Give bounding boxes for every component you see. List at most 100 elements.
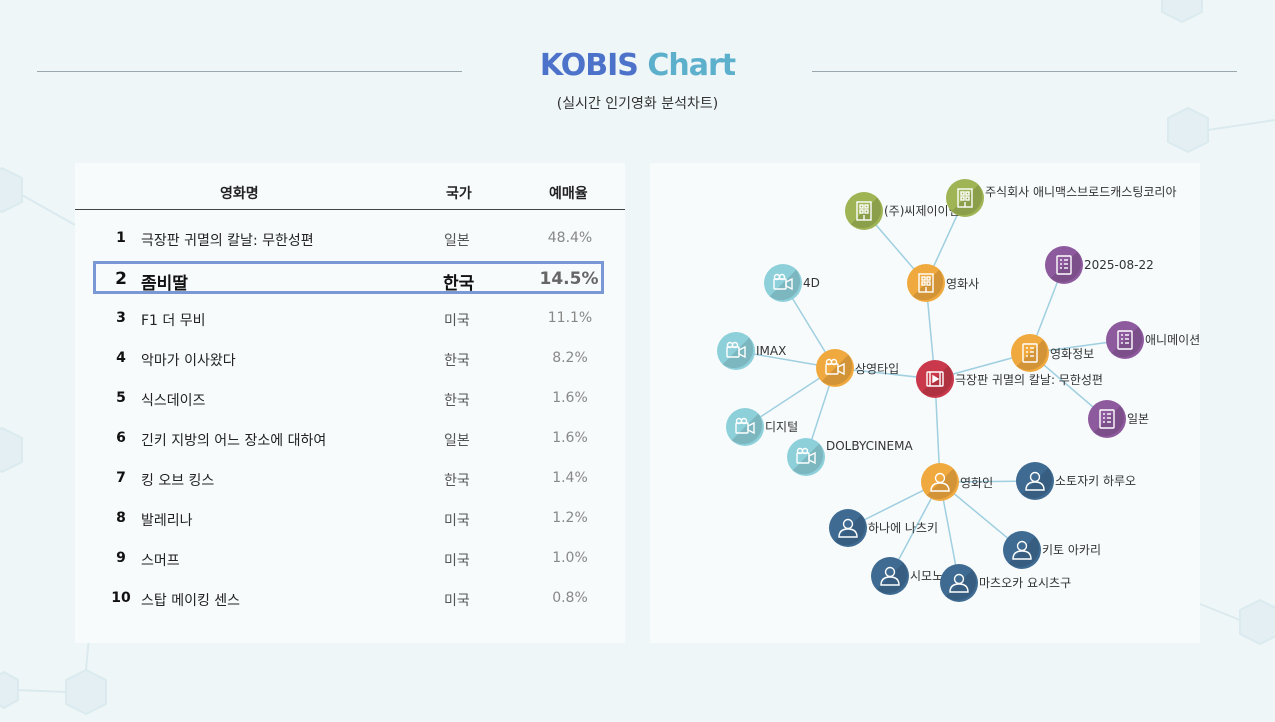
graph-node-circle[interactable] [1011, 334, 1049, 372]
table-row[interactable]: 8 발레리나 미국 1.2% [75, 501, 625, 537]
movie-title-cell: F1 더 무비 [141, 313, 206, 329]
rate-cell: 1.4% [552, 470, 588, 486]
country-cell: 미국 [444, 553, 470, 569]
column-header-title: 영화명 [220, 186, 259, 202]
graph-node-p3[interactable]: 키토 아카리 [1003, 531, 1101, 569]
rate-cell: 8.2% [552, 350, 588, 366]
table-row[interactable]: 10 스탑 메이킹 센스 미국 0.8% [75, 581, 625, 617]
graph-node-label: IMAX [756, 344, 786, 358]
graph-node-s2[interactable]: IMAX [717, 332, 786, 370]
movie-title-cell: 극장판 귀멸의 칼날: 무한성편 [141, 233, 314, 249]
camera-icon [726, 341, 746, 359]
graph-node-center[interactable]: 극장판 귀멸의 칼날: 무한성편 [916, 360, 1103, 398]
table-row[interactable]: 1 극장판 귀멸의 칼날: 무한성편 일본 48.4% [75, 221, 625, 257]
graph-node-circle[interactable] [946, 179, 984, 217]
rank-cell: 10 [111, 590, 131, 606]
graph-node-circle[interactable] [764, 264, 802, 302]
rate-cell: 14.5% [539, 269, 599, 289]
building-icon [957, 188, 973, 208]
graph-node-circle[interactable] [787, 438, 825, 476]
person-icon [880, 566, 900, 586]
graph-node-circle[interactable] [1106, 321, 1144, 359]
graph-node-p1[interactable]: 소토자키 하루오 [1016, 462, 1136, 500]
document-icon [1117, 330, 1133, 350]
graph-node-shadow [792, 443, 824, 475]
graph-node-c2[interactable]: 주식회사 애니맥스브로드캐스팅코리아 [946, 179, 1177, 217]
rank-cell: 9 [116, 550, 126, 566]
title-part-kobis: KOBIS [539, 48, 639, 83]
rate-cell: 1.6% [552, 390, 588, 406]
graph-node-label: 소토자키 하루오 [1055, 474, 1136, 488]
graph-node-shadow [731, 413, 763, 445]
movie-title-cell: 악마가 이사왔다 [141, 353, 236, 369]
movie-title-cell: 긴키 지방의 어느 장소에 대하여 [141, 433, 327, 449]
table-row[interactable]: 7 킹 오브 킹스 한국 1.4% [75, 461, 625, 497]
page-title: KOBIS Chart [0, 48, 1275, 83]
graph-node-label: 디지털 [765, 420, 798, 434]
country-cell: 미국 [444, 593, 470, 609]
graph-node-info[interactable]: 영화정보 [1011, 334, 1094, 372]
rate-cell: 1.6% [552, 430, 588, 446]
graph-node-s1[interactable]: 4D [764, 264, 820, 302]
table-row[interactable]: 6 긴키 지방의 어느 장소에 대하여 일본 1.6% [75, 421, 625, 457]
building-icon [856, 201, 872, 221]
movie-title-cell: 발레리나 [141, 513, 193, 529]
rank-cell: 6 [116, 430, 126, 446]
graph-node-circle[interactable] [1088, 400, 1126, 438]
person-icon [838, 518, 858, 538]
graph-node-i3[interactable]: 일본 [1088, 400, 1149, 438]
document-icon [1099, 409, 1115, 429]
graph-node-people[interactable]: 영화인 [921, 463, 993, 501]
graph-node-circle[interactable] [907, 264, 945, 302]
graph-node-label: 키토 아카리 [1042, 543, 1101, 557]
graph-node-label: 영화사 [946, 277, 979, 291]
rate-cell: 1.2% [552, 510, 588, 526]
graph-node-p5[interactable]: 마츠오카 요시츠구 [940, 564, 1071, 602]
graph-node-label: 애니메이션 [1145, 333, 1200, 347]
graph-node-label: 마츠오카 요시츠구 [979, 576, 1071, 590]
table-row-highlighted[interactable]: 2 좀비딸 한국 14.5% [93, 261, 604, 294]
graph-node-label: DOLBYCINEMA [826, 439, 913, 453]
building-icon [918, 273, 934, 293]
graph-node-p2[interactable]: 하나에 나츠키 [829, 509, 938, 547]
country-cell: 한국 [444, 473, 470, 489]
table-row[interactable]: 3 F1 더 무비 미국 11.1% [75, 301, 625, 337]
camera-icon [796, 447, 816, 465]
graph-node-s3[interactable]: 디지털 [726, 408, 798, 446]
rank-cell: 2 [115, 269, 127, 289]
graph-node-label: 극장판 귀멸의 칼날: 무한성편 [955, 373, 1103, 387]
movie-title-cell: 킹 오브 킹스 [141, 473, 215, 489]
movie-title-cell: 식스데이즈 [141, 393, 206, 409]
graph-node-company[interactable]: 영화사 [907, 264, 979, 302]
graph-node-circle[interactable] [726, 408, 764, 446]
table-row[interactable]: 4 악마가 이사왔다 한국 8.2% [75, 341, 625, 377]
title-part-chart: Chart [647, 48, 736, 83]
rank-cell: 7 [116, 470, 126, 486]
table-header: 영화명 국가 예매율 [75, 163, 625, 210]
graph-node-circle[interactable] [717, 332, 755, 370]
country-cell: 미국 [444, 513, 470, 529]
header-line-left [37, 71, 462, 72]
graph-node-s4[interactable]: DOLBYCINEMA [787, 438, 913, 476]
rank-cell: 4 [116, 350, 126, 366]
graph-node-shadow [722, 337, 754, 369]
country-cell: 한국 [443, 274, 475, 294]
camera-icon [773, 273, 793, 291]
person-icon [1012, 540, 1032, 560]
graph-node-i1[interactable]: 2025-08-22 [1045, 246, 1154, 284]
country-cell: 한국 [444, 393, 470, 409]
graph-node-circle[interactable] [816, 349, 854, 387]
graph-node-circle[interactable] [845, 192, 883, 230]
movie-title-cell: 스탑 메이킹 센스 [141, 593, 241, 609]
table-row[interactable]: 5 식스데이즈 한국 1.6% [75, 381, 625, 417]
graph-node-label: 하나에 나츠키 [868, 521, 938, 535]
graph-node-label: 영화인 [960, 476, 993, 490]
table-row[interactable]: 9 스머프 미국 1.0% [75, 541, 625, 577]
graph-node-circle[interactable] [1045, 246, 1083, 284]
person-icon [949, 573, 969, 593]
movie-title-cell: 스머프 [141, 553, 180, 569]
camera-icon [735, 417, 755, 435]
graph-node-screen[interactable]: 상영타입 [816, 349, 899, 387]
graph-node-i2[interactable]: 애니메이션 [1106, 321, 1200, 359]
